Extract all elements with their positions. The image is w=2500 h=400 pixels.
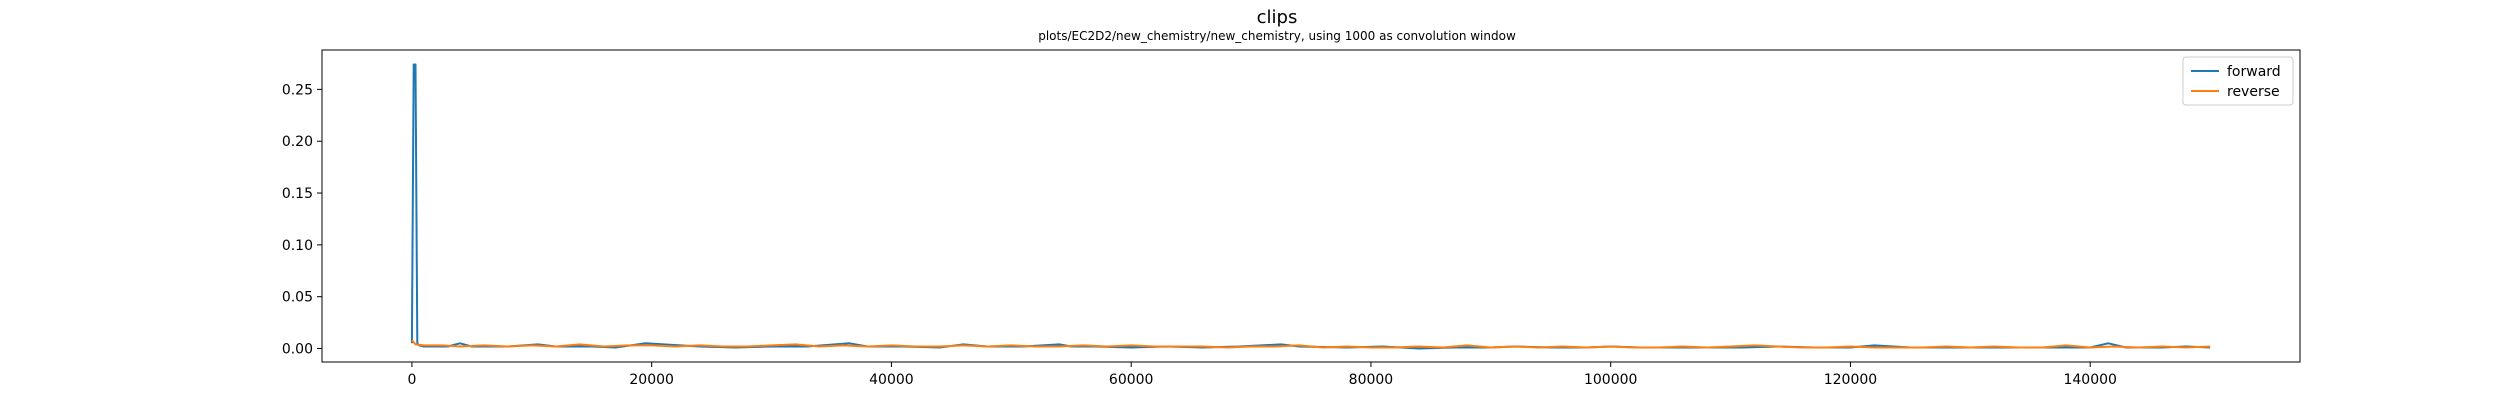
x-tick-label: 20000 (629, 372, 674, 388)
y-tick-label: 0.25 (282, 82, 313, 98)
x-axis: 0 20000 40000 60000 80000 100000 120000 140000 (407, 362, 2117, 388)
x-tick-label: 40000 (869, 372, 914, 388)
x-tick-label: 0 (407, 372, 416, 388)
chart-subtitle: plots/EC2D2/new_chemistry/new_chemistry,… (1038, 29, 1516, 43)
x-tick-label: 60000 (1109, 372, 1154, 388)
legend-label-reverse: reverse (2227, 84, 2280, 100)
y-tick-label: 0.10 (282, 238, 313, 254)
series-layer (410, 63, 2211, 350)
y-tick-label: 0.20 (282, 134, 313, 150)
x-tick-label: 140000 (2063, 372, 2116, 388)
y-tick-label: 0.15 (282, 186, 313, 202)
x-tick-label: 80000 (1349, 372, 1394, 388)
plot-frame (321, 49, 2301, 363)
x-tick-label: 120000 (1824, 372, 1877, 388)
chart-title: clips (1257, 7, 1298, 28)
y-tick-label: 0.00 (282, 342, 313, 358)
y-axis: 0.00 0.05 0.10 0.15 0.20 0.25 (282, 82, 322, 358)
legend-box (2182, 56, 2294, 106)
x-tick-label: 100000 (1584, 372, 1637, 388)
legend: forward reverse (2182, 56, 2294, 106)
legend-label-forward: forward (2227, 64, 2281, 80)
series-line-forward (410, 63, 2211, 350)
series-line-reverse (411, 339, 2211, 349)
y-tick-label: 0.05 (282, 290, 313, 306)
